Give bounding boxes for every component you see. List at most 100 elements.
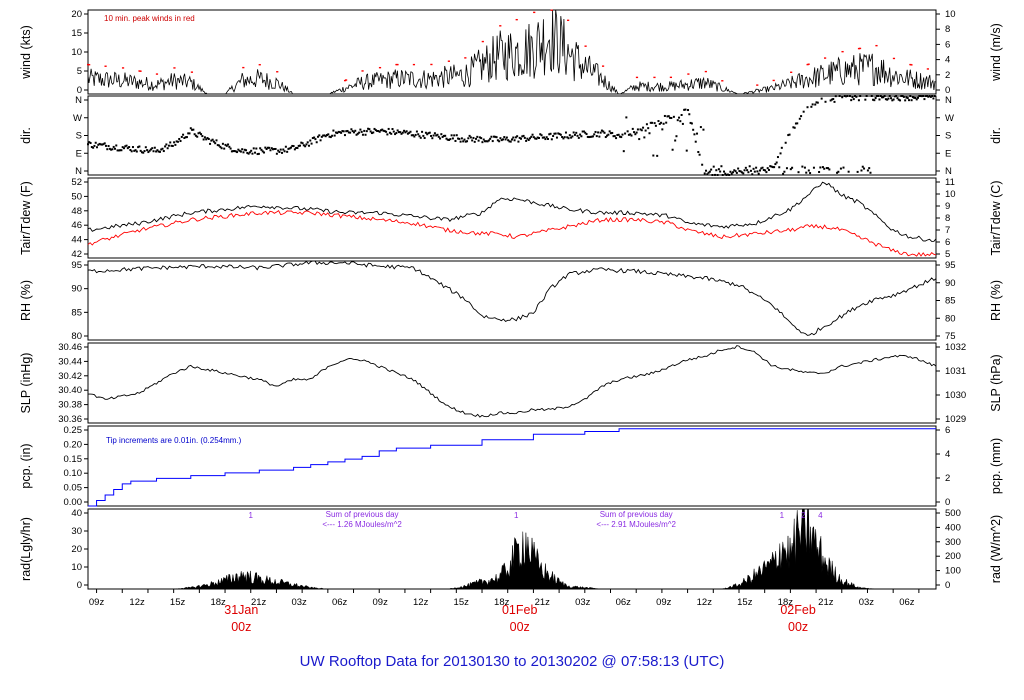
direction-point bbox=[254, 151, 257, 154]
direction-point bbox=[135, 150, 138, 153]
direction-point bbox=[573, 133, 576, 136]
direction-point bbox=[396, 129, 399, 132]
y-tick-label: 48 bbox=[71, 206, 82, 217]
direction-point bbox=[356, 132, 359, 135]
direction-point bbox=[568, 134, 571, 137]
direction-point bbox=[887, 97, 890, 100]
x-tick-label: 09z bbox=[89, 597, 105, 608]
panel-frame bbox=[87, 342, 937, 424]
direction-point bbox=[590, 135, 593, 138]
peak-wind-mark bbox=[344, 79, 348, 81]
direction-point bbox=[545, 136, 548, 139]
direction-point bbox=[426, 133, 429, 136]
y-tick-label: 46 bbox=[71, 220, 82, 231]
y-axis-label: SLP (inHg) bbox=[19, 353, 33, 414]
y-tick-label: 10 bbox=[71, 47, 82, 58]
direction-point bbox=[283, 150, 286, 153]
direction-point bbox=[815, 101, 818, 104]
direction-point bbox=[290, 146, 293, 149]
direction-point bbox=[721, 173, 724, 176]
direction-point bbox=[764, 169, 767, 172]
y-tick-label: 95 bbox=[71, 260, 82, 271]
y-tick-label: N bbox=[75, 95, 82, 106]
direction-point bbox=[216, 144, 219, 147]
direction-point bbox=[842, 166, 845, 169]
direction-point bbox=[507, 139, 510, 142]
direction-point bbox=[865, 95, 868, 97]
peak-wind-mark bbox=[533, 11, 536, 14]
direction-point bbox=[784, 141, 787, 144]
direction-point bbox=[211, 138, 214, 141]
direction-point bbox=[536, 136, 539, 139]
direction-point bbox=[656, 154, 659, 157]
direction-point bbox=[785, 167, 788, 170]
direction-point bbox=[582, 130, 585, 133]
direction-point bbox=[753, 170, 756, 173]
direction-point bbox=[604, 136, 607, 139]
panel-frame bbox=[87, 260, 937, 341]
direction-point bbox=[405, 130, 408, 133]
direction-point bbox=[193, 133, 196, 136]
direction-point bbox=[225, 144, 228, 147]
direction-point bbox=[852, 98, 855, 101]
direction-point bbox=[881, 96, 884, 99]
direction-point bbox=[624, 132, 627, 135]
panel-0: 0 5 10 15 20 0 2 4 6 8 10 wind (kts) wind (m/s) 10 mi… bbox=[19, 9, 1003, 96]
direction-point bbox=[462, 140, 465, 143]
direction-point bbox=[125, 144, 128, 147]
direction-point bbox=[243, 148, 246, 151]
direction-point bbox=[278, 150, 281, 153]
direction-point bbox=[667, 115, 670, 118]
direction-point bbox=[149, 148, 152, 151]
y-tick-label: 0.25 bbox=[64, 425, 83, 436]
y-tick-label: 50 bbox=[71, 191, 82, 202]
direction-point bbox=[512, 136, 515, 139]
direction-point bbox=[318, 134, 321, 137]
direction-point bbox=[413, 135, 416, 138]
direction-point bbox=[821, 166, 824, 169]
direction-point bbox=[421, 130, 424, 133]
direction-point bbox=[167, 144, 170, 147]
direction-point bbox=[94, 141, 97, 144]
direction-point bbox=[575, 131, 578, 134]
direction-point bbox=[110, 148, 113, 151]
direction-point bbox=[539, 133, 542, 136]
direction-point bbox=[463, 138, 466, 141]
direction-point bbox=[377, 130, 380, 133]
direction-point bbox=[111, 148, 114, 151]
direction-point bbox=[227, 143, 230, 146]
direction-point bbox=[769, 165, 772, 168]
series-line bbox=[88, 345, 937, 418]
peak-wind-mark bbox=[669, 76, 673, 79]
direction-point bbox=[857, 99, 860, 102]
direction-point bbox=[818, 170, 821, 173]
radiation-marker: 2 bbox=[801, 511, 806, 520]
direction-point bbox=[358, 131, 361, 134]
direction-point bbox=[242, 151, 245, 154]
direction-point bbox=[559, 133, 562, 136]
direction-point bbox=[368, 128, 371, 131]
direction-point bbox=[256, 153, 259, 156]
direction-point bbox=[467, 137, 470, 140]
y-tick-label-right: 400 bbox=[945, 522, 961, 533]
direction-point bbox=[409, 130, 412, 133]
direction-point bbox=[117, 149, 120, 152]
direction-point bbox=[148, 149, 151, 152]
direction-point bbox=[734, 170, 737, 173]
direction-point bbox=[607, 133, 610, 136]
direction-point bbox=[874, 97, 877, 100]
y-tick-label: 20 bbox=[71, 544, 82, 555]
peak-wind-mark bbox=[378, 66, 382, 69]
date-hour-label: 00z bbox=[231, 620, 251, 634]
direction-point bbox=[345, 130, 348, 133]
direction-point bbox=[698, 153, 701, 156]
x-tick-label: 09z bbox=[656, 597, 672, 608]
direction-point bbox=[435, 134, 438, 137]
direction-point bbox=[342, 130, 345, 133]
direction-point bbox=[173, 141, 176, 144]
direction-point bbox=[687, 109, 690, 112]
y-tick-label-right: 1031 bbox=[945, 366, 966, 377]
direction-point bbox=[521, 135, 524, 138]
direction-point bbox=[855, 95, 858, 98]
direction-point bbox=[651, 121, 654, 124]
